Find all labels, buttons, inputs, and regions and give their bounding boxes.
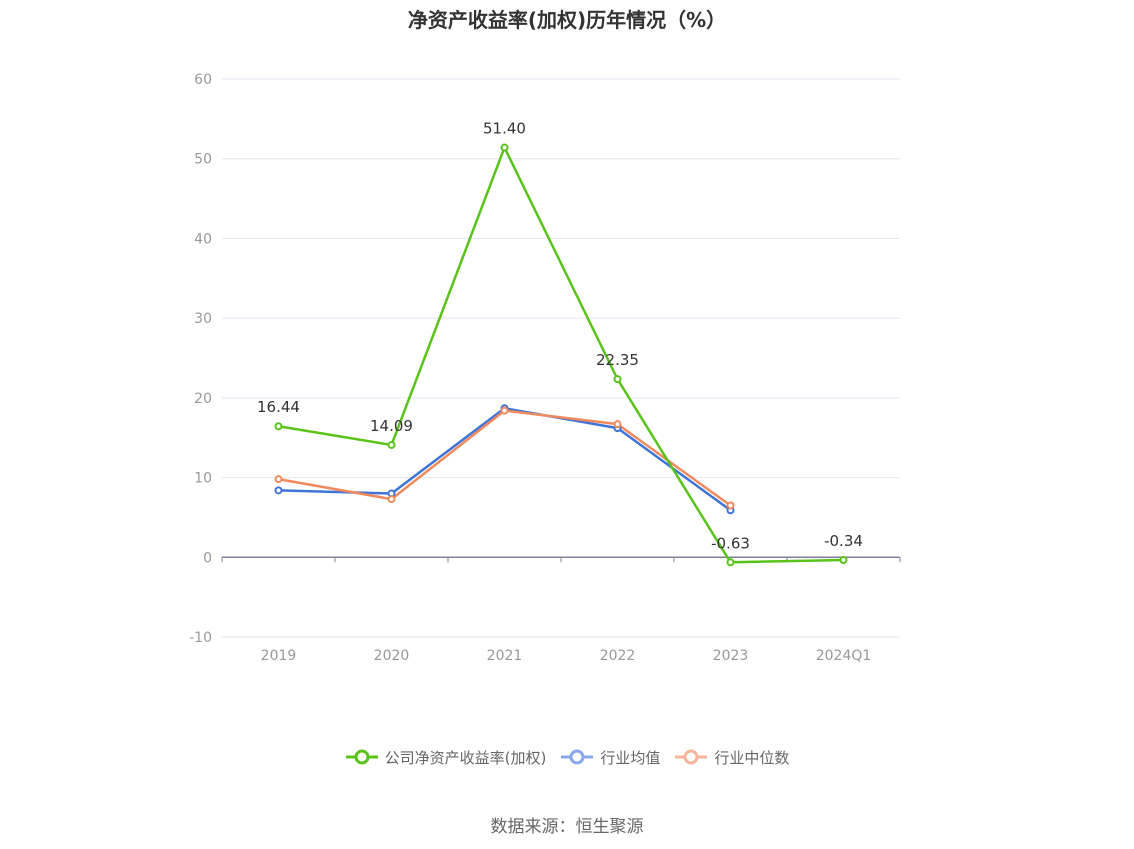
y-tick-label: 0 — [203, 550, 212, 566]
x-axis-tick-labels: 2019 2020 2021 2022 2023 2024Q1 — [261, 648, 872, 664]
data-point — [839, 555, 848, 564]
data-point — [274, 475, 283, 484]
y-tick-label: 40 — [194, 231, 212, 247]
data-point — [387, 440, 396, 449]
data-label: 14.09 — [370, 417, 413, 435]
legend-line-circle-icon — [345, 749, 378, 765]
y-tick-label: 50 — [194, 152, 212, 168]
x-tick-label: 2021 — [487, 648, 523, 664]
data-point — [613, 420, 622, 429]
legend-label: 公司净资产收益率(加权) — [384, 748, 547, 767]
data-point — [726, 501, 735, 510]
x-tick-label: 2024Q1 — [816, 648, 872, 664]
legend-line-circle-icon — [561, 749, 594, 765]
y-tick-label: 10 — [194, 471, 212, 487]
x-tick-label: 2019 — [261, 648, 297, 664]
data-point — [500, 143, 509, 152]
data-point — [613, 375, 622, 384]
data-point — [726, 558, 735, 567]
y-tick-label: -10 — [189, 630, 212, 646]
data-label: 16.44 — [257, 398, 300, 416]
data-point — [274, 422, 283, 431]
legend-item-company-roe[interactable]: 公司净资产收益率(加权) — [345, 747, 547, 768]
series-points — [274, 143, 848, 567]
data-point — [387, 495, 396, 504]
x-tick-label: 2023 — [713, 648, 749, 664]
y-tick-label: 20 — [194, 391, 212, 407]
y-tick-label: 30 — [194, 311, 212, 327]
x-axis — [221, 556, 901, 563]
legend-line-circle-icon — [675, 749, 708, 765]
legend: 公司净资产收益率(加权) 行业均值 行业中位数 — [0, 744, 1134, 770]
series-line — [278, 146, 844, 564]
legend-label: 行业均值 — [600, 748, 661, 767]
legend-item-industry-median[interactable]: 行业中位数 — [674, 747, 789, 768]
legend-label: 行业中位数 — [714, 748, 790, 767]
data-labels: 16.44 14.09 51.40 22.35 -0.63 -0.34 — [257, 120, 863, 553]
series-line — [278, 406, 732, 512]
data-label: 22.35 — [596, 351, 639, 369]
data-label: -0.34 — [824, 532, 863, 550]
data-point — [500, 406, 509, 415]
x-tick-label: 2022 — [600, 648, 636, 664]
data-point — [274, 486, 283, 495]
data-label: 51.40 — [483, 120, 526, 138]
grid-lines — [222, 78, 900, 638]
y-tick-label: 60 — [194, 72, 212, 88]
data-label: -0.63 — [711, 534, 750, 552]
chart-title: 净资产收益率(加权)历年情况（%） — [407, 8, 727, 32]
x-tick-label: 2020 — [374, 648, 410, 664]
legend-item-industry-mean[interactable]: 行业均值 — [560, 747, 660, 768]
series-lines — [278, 146, 844, 564]
series-line — [278, 409, 732, 507]
y-axis-tick-labels: 60 50 40 30 20 10 0 -10 — [189, 72, 212, 646]
source-note: 数据来源：恒生聚源 — [490, 817, 644, 837]
